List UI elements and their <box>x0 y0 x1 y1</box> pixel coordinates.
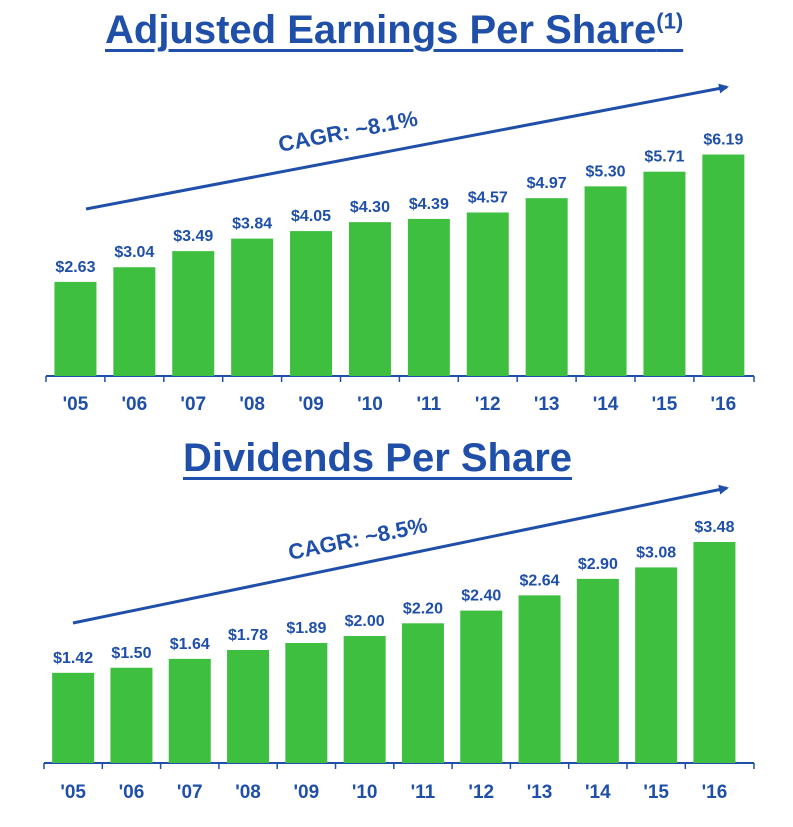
eps-value-label: $5.71 <box>644 149 684 166</box>
dps-cagr-annotation: CAGR: ~8.5% <box>286 512 429 565</box>
eps-tick-label: '06 <box>122 394 148 415</box>
dps-value-label: $2.64 <box>520 572 560 589</box>
dps-chart-title: Dividends Per Share <box>183 436 572 481</box>
eps-value-label: $4.05 <box>291 208 331 225</box>
eps-bar <box>643 171 686 376</box>
dps-value-label: $3.48 <box>694 519 734 536</box>
eps-tick-label: '16 <box>711 394 737 415</box>
dps-bar <box>285 642 328 763</box>
dps-bar <box>576 578 619 763</box>
eps-trend-arrow <box>85 83 729 211</box>
eps-value-label: $5.30 <box>586 163 626 180</box>
eps-value-label: $4.39 <box>409 196 449 213</box>
eps-tick-label: '08 <box>239 394 265 415</box>
eps-bar <box>113 267 156 376</box>
eps-value-label: $3.49 <box>173 228 213 245</box>
eps-tick-label: '10 <box>357 394 383 415</box>
eps-tick-label: '11 <box>417 394 442 415</box>
eps-value-label: $6.19 <box>703 132 743 149</box>
dps-tick-label: '12 <box>468 782 494 803</box>
eps-bar <box>525 198 568 376</box>
dps-value-label: $2.90 <box>578 556 618 573</box>
eps-bar <box>290 231 333 376</box>
dps-bar <box>168 658 211 763</box>
dps-tick-label: '16 <box>702 782 728 803</box>
dps-tick-label: '09 <box>294 782 320 803</box>
dps-bar <box>401 623 444 763</box>
dps-title-text: Dividends Per Share <box>183 436 573 480</box>
eps-title-text: Adjusted Earnings Per Share <box>105 8 657 52</box>
eps-value-label: $4.30 <box>350 199 390 216</box>
dps-tick-label: '14 <box>585 782 611 803</box>
dps-value-label: $1.50 <box>111 645 151 662</box>
eps-bar-chart: $2.63 '05 $3.04 '06 $3.49 '07 $3.84 '08 $4.05 '09… <box>45 83 755 415</box>
eps-tick-label: '12 <box>475 394 501 415</box>
eps-value-label: $3.84 <box>232 216 272 233</box>
eps-title-footnote: (1) <box>656 8 684 34</box>
dps-value-label: $1.89 <box>286 620 326 637</box>
eps-bar <box>584 186 627 376</box>
dps-bar <box>518 595 561 763</box>
eps-bar <box>54 281 97 376</box>
eps-bar <box>466 212 509 376</box>
eps-value-label: $4.97 <box>527 175 567 192</box>
eps-tick-label: '07 <box>180 394 206 415</box>
eps-value-label: $2.63 <box>55 259 95 276</box>
dps-tick-label: '06 <box>119 782 145 803</box>
dps-tick-label: '10 <box>352 782 378 803</box>
eps-chart-title: Adjusted Earnings Per Share(1) <box>105 8 683 53</box>
dps-value-label: $2.00 <box>345 613 385 630</box>
dps-tick-label: '07 <box>177 782 203 803</box>
dps-bar <box>635 567 678 763</box>
eps-tick-label: '09 <box>298 394 324 415</box>
eps-tick-label: '05 <box>63 394 89 415</box>
dps-bar <box>110 667 153 763</box>
dps-bar <box>52 672 95 763</box>
eps-bar <box>172 251 215 376</box>
dps-tick-label: '05 <box>60 782 86 803</box>
dps-value-label: $2.20 <box>403 600 443 617</box>
dps-value-label: $1.64 <box>170 636 210 653</box>
eps-bar <box>231 238 274 376</box>
dps-tick-label: '15 <box>643 782 669 803</box>
eps-value-label: $3.04 <box>114 244 154 261</box>
dps-trend-arrow <box>72 484 729 625</box>
dps-value-label: $1.78 <box>228 627 268 644</box>
dps-tick-label: '11 <box>411 782 436 803</box>
dps-bar <box>693 542 736 763</box>
dps-value-label: $2.40 <box>461 588 501 605</box>
eps-value-label: $4.57 <box>468 189 508 206</box>
dps-tick-label: '08 <box>235 782 261 803</box>
dps-value-label: $3.08 <box>636 544 676 561</box>
eps-bar <box>407 218 450 376</box>
dps-bar <box>343 636 386 763</box>
dps-bar <box>227 649 270 763</box>
eps-tick-label: '15 <box>652 394 678 415</box>
dps-value-label: $1.42 <box>53 650 93 667</box>
eps-tick-label: '14 <box>593 394 619 415</box>
eps-bar <box>702 154 745 376</box>
dps-tick-label: '13 <box>527 782 553 803</box>
eps-tick-label: '13 <box>534 394 560 415</box>
eps-bar <box>348 222 391 376</box>
dps-bar <box>460 610 503 763</box>
dps-bar-chart: $1.42 '05 $1.50 '06 $1.64 '07 $1.78 '08 $1.89 '09… <box>43 484 755 803</box>
